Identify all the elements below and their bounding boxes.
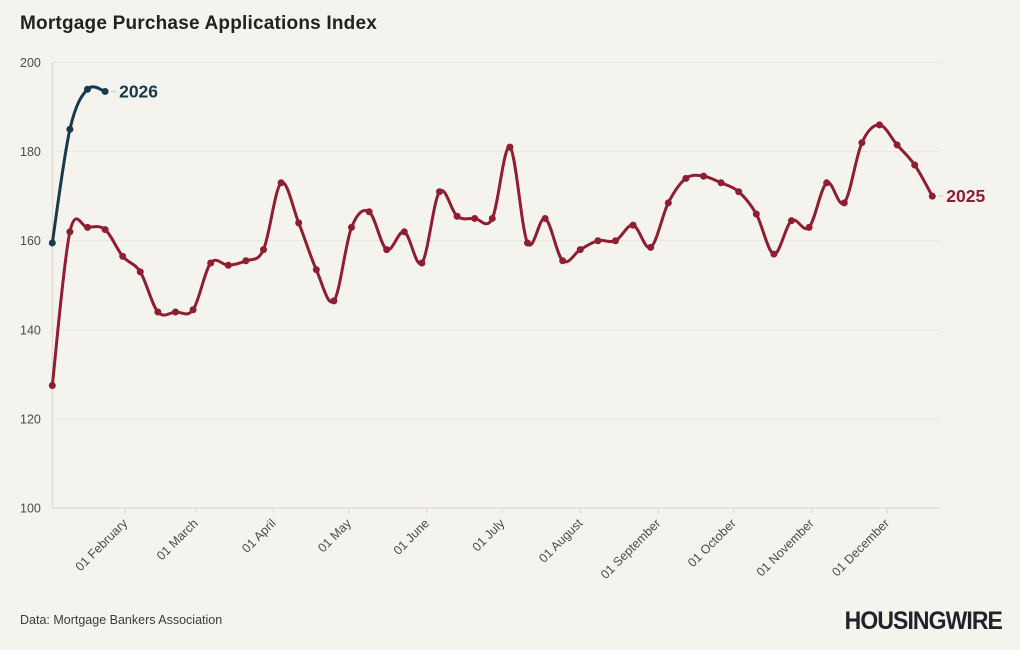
data-point-2025 [559,257,567,265]
data-point-2025 [524,239,531,247]
data-point-2025 [365,208,373,216]
data-point-2025 [277,179,285,187]
data-point-2025 [629,221,637,229]
data-point-2025 [224,261,232,269]
data-point-2025 [858,139,866,147]
chart-title: Mortgage Purchase Applications Index [20,13,378,34]
y-tick-label: 180 [20,145,41,159]
data-point-2025 [84,223,91,231]
data-point-2025 [594,237,602,245]
series-label-2026: 2026 [119,81,158,101]
data-point-2025 [48,382,56,390]
data-point-2025 [752,210,760,218]
data-point-2025 [119,252,127,260]
series-line-2025 [50,123,934,388]
x-tick-label: 01 May [315,516,354,555]
data-point-2025 [664,199,672,207]
data-point-2025 [893,141,901,149]
data-point-2025 [436,188,443,196]
x-tick-label: 01 July [470,516,508,554]
data-point-2025 [770,250,778,258]
data-point-2025 [136,268,144,276]
data-point-2025 [295,219,303,227]
x-tick-label: 01 November [754,516,817,579]
data-point-2025 [207,259,215,267]
data-point-2025 [453,212,461,220]
data-point-2025 [260,246,267,254]
x-tick-label: 01 August [536,516,586,566]
data-point-2025 [383,246,391,254]
data-point-2025 [488,214,496,222]
data-point-2025 [647,243,655,251]
data-point-2025 [717,179,725,187]
data-source-note: Data: Mortgage Bankers Association [20,613,223,627]
data-point-2026 [84,85,91,93]
data-point-2026 [101,87,109,95]
housingwire-logo: HOUSINGWIRE [844,607,1003,635]
data-point-2025 [788,217,795,225]
data-point-2025 [735,188,743,196]
y-tick-label: 160 [20,234,41,248]
data-point-2025 [805,223,813,231]
data-point-2025 [876,121,883,129]
y-tick-label: 200 [20,56,41,70]
data-point-2025 [823,179,831,187]
x-tick-label: 01 September [598,516,663,581]
x-tick-label: 01 October [685,516,739,570]
data-point-2025 [348,223,355,231]
x-tick-label: 01 December [829,516,892,579]
data-point-2025 [576,246,584,254]
series-label-2025: 2025 [946,186,985,206]
y-tick-label: 140 [20,323,41,337]
data-point-2025 [154,308,162,316]
y-tick-label: 120 [20,412,41,426]
data-point-2025 [242,257,250,265]
data-point-2025 [928,192,936,200]
x-tick-label: 01 April [239,516,278,555]
data-point-2025 [400,228,408,236]
data-point-2025 [471,214,479,222]
data-point-2025 [700,172,707,180]
data-point-2025 [418,259,426,267]
data-point-2025 [312,266,320,274]
x-tick-label: 01 June [391,516,432,557]
data-point-2025 [101,226,109,234]
data-point-2026 [66,125,74,133]
x-tick-label: 01 March [154,516,201,563]
data-point-2025 [330,297,338,305]
data-point-2025 [682,174,690,182]
data-point-2025 [911,161,919,169]
data-point-2025 [541,214,549,222]
x-tick-label: 01 February [73,516,131,574]
y-tick-label: 100 [20,502,41,516]
data-point-2025 [840,199,848,207]
data-point-2025 [506,143,514,151]
data-point-2025 [66,228,74,236]
series-line-2026 [50,85,107,245]
data-point-2026 [48,239,56,247]
data-point-2025 [612,237,619,245]
data-point-2025 [172,308,179,316]
data-point-2025 [189,306,197,314]
